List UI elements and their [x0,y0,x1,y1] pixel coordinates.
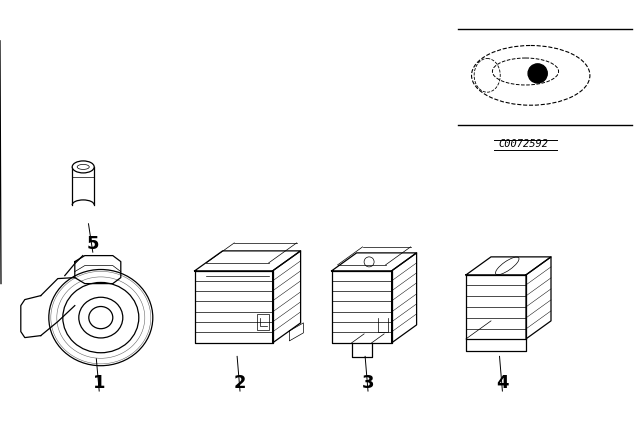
Text: 5: 5 [86,235,99,253]
Text: C0072592: C0072592 [499,139,548,150]
Text: 3: 3 [362,374,374,392]
Bar [257,314,269,330]
Text: 2: 2 [234,374,246,392]
Text: 1: 1 [93,374,106,392]
Ellipse shape [72,161,94,173]
Text: 4: 4 [496,374,509,392]
Circle shape [528,64,547,83]
